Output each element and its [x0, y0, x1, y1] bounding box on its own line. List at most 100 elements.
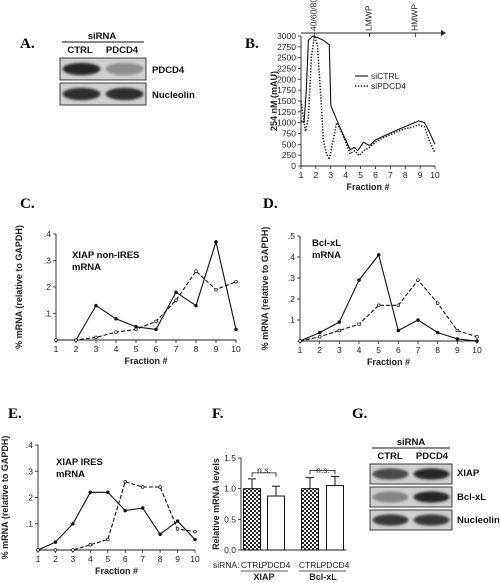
- chart-c-ytick-label: .1: [44, 309, 51, 319]
- blot-g-band: [413, 514, 450, 526]
- chart-b-xtick-label: 6: [373, 170, 378, 180]
- chart-c-xtick-label: 5: [134, 344, 139, 354]
- chart-b-series-sipdcd4-line: [300, 35, 436, 161]
- chart-c-series-solid-point: [194, 303, 198, 308]
- chart-e-annotation-line2: mRNA: [56, 469, 85, 480]
- chart-b-xtick-label: 2: [314, 170, 319, 180]
- chart-f-lane-3: CTRL: [299, 560, 321, 570]
- chart-b-ytick-label: 2000: [277, 74, 296, 84]
- chart-b-xtick-label: 5: [358, 170, 363, 180]
- chart-b-xtick-label: 1: [299, 170, 304, 180]
- chart-e-series-dashed-point: [36, 548, 40, 552]
- chart-c-xtick-label: 6: [154, 344, 159, 354]
- blot-a-lane-pdcd4: PDCD4: [106, 45, 139, 56]
- chart-b-ytick-label: 250: [282, 150, 296, 160]
- chart-e-series-solid-point: [88, 490, 93, 495]
- chart-c-series-solid-line: [56, 241, 237, 341]
- chart-f-group-bclxl: Bcl-xL: [309, 572, 337, 582]
- chart-c-xiap-non-ires: .1 .2 .3 .4 1 2 3 4 5 6 7 8 9 10 Fraction # % mRNA (rel…: [14, 225, 241, 366]
- chart-e-series-dashed-point: [106, 537, 110, 542]
- chart-c-series-solid-point: [114, 317, 118, 321]
- chart-b-ytick-label: 1250: [277, 107, 296, 117]
- chart-b-marker-label: 40/60/80S: [308, 0, 318, 31]
- chart-e-series-dashed-point: [88, 543, 93, 547]
- chart-b-ytick-label: 2750: [277, 42, 296, 52]
- chart-b-legend-sictrl: siCTRL: [371, 71, 400, 81]
- chart-d-series-dashed-point: [337, 328, 342, 333]
- blot-g-band: [413, 468, 450, 480]
- blot-a-band: [105, 62, 144, 76]
- chart-b-marker-label: HMWP: [410, 4, 420, 31]
- chart-e-xtick-label: 3: [71, 554, 76, 564]
- blot-g-header: siRNA: [397, 437, 426, 448]
- chart-e-series-dashed-point: [140, 485, 145, 489]
- blot-a-band-pdcd4-label: PDCD4: [152, 65, 185, 76]
- chart-d-xtick-label: 7: [416, 345, 421, 355]
- chart-d-series-dashed-point: [317, 335, 322, 339]
- chart-e-series-solid-point: [71, 522, 75, 526]
- chart-c-xtick-label: 3: [94, 344, 99, 354]
- chart-c-series-dashed-point: [234, 279, 238, 284]
- chart-b-ytick-label: 1750: [277, 85, 296, 95]
- blot-g-band: [372, 491, 409, 503]
- chart-e-series-solid-line: [37, 491, 196, 551]
- chart-c-series-dashed-point: [174, 298, 178, 303]
- chart-d-xlabel: Fraction #: [367, 357, 410, 367]
- chart-e-ytick-label: .1: [26, 519, 33, 529]
- chart-d-series-solid-point: [475, 339, 479, 343]
- chart-e-xtick-label: 9: [175, 554, 180, 564]
- chart-c-series-dashed-line: [56, 270, 237, 341]
- chart-e-xlabel: Fraction #: [95, 566, 138, 576]
- chart-e-xtick-label: 10: [190, 554, 200, 564]
- blot-g-band-nucleolin-label: Nucleolin: [457, 515, 500, 526]
- chart-d-series-solid-line: [299, 254, 478, 342]
- chart-c-ytick-label: .3: [44, 256, 51, 266]
- chart-e-series-solid-point: [175, 519, 180, 523]
- chart-b-ytick-label: 0: [291, 161, 296, 171]
- chart-d-series-dashed-point: [357, 322, 361, 326]
- chart-e-ylabel: % mRNA (relative to GAPDH): [0, 436, 10, 560]
- blot-g-lane-pdcd4: PDCD4: [416, 451, 449, 462]
- panel-label-b: B.: [245, 36, 259, 52]
- chart-d-xtick-label: 5: [376, 345, 381, 355]
- chart-b-ytick-label: 2250: [277, 64, 296, 74]
- blot-a-lane-ctrl: CTRL: [67, 45, 93, 56]
- blot-a-band: [62, 87, 101, 101]
- chart-d-series-dashed-line: [299, 279, 478, 342]
- chart-d-annotation-line1: Bcl-xL: [312, 238, 341, 249]
- chart-d-series-solid-point: [455, 337, 460, 341]
- chart-c-xtick-label: 4: [114, 344, 119, 354]
- chart-c-xtick-label: 1: [54, 344, 59, 354]
- chart-f-sig-bracket: [251, 472, 277, 477]
- chart-f-bar-4: [326, 485, 344, 551]
- blot-a-header: siRNA: [88, 31, 117, 42]
- chart-d-xtick-label: 6: [396, 345, 401, 355]
- blot-g-band-bclxl-label: Bcl-xL: [457, 492, 486, 503]
- chart-c-annotation-line1: XIAP non-IRES: [72, 250, 139, 261]
- chart-e-series-dashed-point: [193, 529, 197, 534]
- chart-b-xlabel: Fraction #: [346, 182, 389, 192]
- chart-e-series-dashed-line: [38, 481, 196, 551]
- chart-e-ytick-label: .2: [26, 493, 33, 503]
- chart-d-ytick-label: .2: [288, 294, 295, 304]
- chart-f-bar-1: [243, 488, 261, 551]
- chart-b-ytick-label: 3000: [277, 31, 296, 41]
- chart-b-ytick-label: 750: [282, 129, 296, 139]
- chart-d-xtick-label: 9: [455, 345, 460, 355]
- chart-d-xtick-label: 2: [317, 345, 322, 355]
- chart-b-series-sictrl-line: [300, 35, 436, 152]
- chart-b-ytick-label: 500: [282, 139, 296, 149]
- chart-e-xtick-label: 6: [123, 554, 128, 564]
- chart-d-series-solid-point: [317, 330, 322, 335]
- blot-g-band-xiap-label: XIAP: [457, 468, 480, 479]
- chart-f-sig-bclxl: n.s.: [316, 465, 330, 475]
- chart-b-ytick-label: 1500: [277, 96, 296, 106]
- chart-c-xtick-label: 8: [194, 344, 199, 354]
- chart-d-ylabel: % mRNA (relative to GAPDH): [260, 227, 270, 351]
- chart-b-ylabel: 254 nM (mAU): [269, 71, 279, 131]
- panel-label-c: C.: [20, 196, 35, 212]
- chart-d-series-solid-point: [416, 318, 420, 322]
- chart-c-series-dashed-point: [74, 338, 78, 342]
- chart-c-series-dashed-point: [134, 327, 138, 332]
- chart-d-bclxl: .1 .2 .3 .4 .5 1 2 3 4 5 6 7 8 9 10 Fraction # % mRNA (r…: [260, 227, 482, 367]
